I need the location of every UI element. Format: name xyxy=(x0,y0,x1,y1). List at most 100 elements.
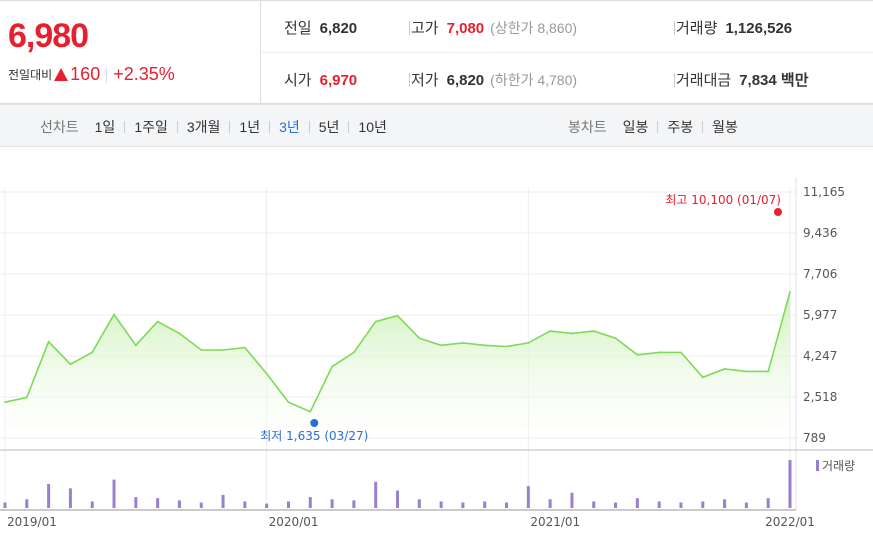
x-tick-label: 2019/01 xyxy=(7,515,57,529)
period-tab-6[interactable]: 10년 xyxy=(358,119,387,135)
open-label: 시가 xyxy=(284,72,312,89)
volume-bar xyxy=(199,502,203,508)
volume-bar xyxy=(788,460,792,508)
x-tick-label: 2022/01 xyxy=(765,515,815,529)
y-tick-label: 7,706 xyxy=(803,267,837,281)
volume-bar xyxy=(265,503,269,508)
low-annotation: 최저 1,635 (03/27) xyxy=(260,429,368,443)
stat-divider xyxy=(409,21,410,35)
stat-row-2: 시가 6,970 저가 6,820 (하한가 4,780) 거래대금 7,834… xyxy=(261,53,873,105)
toolbar-divider xyxy=(308,121,310,133)
volume-bar xyxy=(47,484,51,508)
x-tick-label: 2020/01 xyxy=(269,515,319,529)
prev-close-value: 6,820 xyxy=(319,20,358,37)
price-point xyxy=(418,337,421,339)
price-point xyxy=(222,349,224,351)
volume-bar xyxy=(396,490,399,508)
candle-tab-2[interactable]: 월봉 xyxy=(712,119,738,135)
y-tick-label: 9,436 xyxy=(803,226,837,240)
volume-bar xyxy=(635,498,639,508)
volume-bar xyxy=(439,501,443,508)
chart-grid xyxy=(0,178,873,511)
stat-open: 시가 6,970 xyxy=(284,69,357,90)
price-point xyxy=(483,344,486,347)
volume-bar xyxy=(134,497,138,508)
prev-close-label: 전일 xyxy=(284,20,312,37)
period-tab-2[interactable]: 3개월 xyxy=(186,119,221,135)
price-point xyxy=(47,340,50,343)
high-marker xyxy=(774,208,782,216)
price-point xyxy=(527,342,530,344)
volume-bar xyxy=(723,499,727,508)
volume-bar xyxy=(330,499,334,508)
open-value: 6,970 xyxy=(319,72,358,89)
volume-legend-label: 거래량 xyxy=(822,459,855,473)
price-point xyxy=(156,320,159,323)
toolbar-divider xyxy=(269,121,271,133)
price-point xyxy=(178,332,181,335)
volume-bar xyxy=(679,502,683,508)
toolbar-divider xyxy=(348,121,350,133)
toolbar-divider xyxy=(176,121,178,133)
volume-bar xyxy=(483,501,487,508)
volume-bar xyxy=(352,500,356,508)
price-point xyxy=(244,346,246,349)
volume-legend-swatch xyxy=(816,460,819,471)
period-tab-4[interactable]: 3년 xyxy=(279,119,300,135)
volume-bar xyxy=(417,499,421,508)
stat-grid: 전일 6,820 고가 7,080 (상한가 8,860) 거래량 1,126,… xyxy=(261,1,873,105)
volume-bar xyxy=(112,479,116,508)
volume-label: 거래량 xyxy=(676,20,718,37)
volume-value: 1,126,526 xyxy=(725,20,793,37)
volume-bar xyxy=(526,486,530,508)
y-tick-label: 4,247 xyxy=(803,349,837,363)
price-point xyxy=(505,345,508,348)
candle-tab-0[interactable]: 일봉 xyxy=(622,119,649,135)
toolbar-divider xyxy=(124,121,126,133)
period-tab-1[interactable]: 1주일 xyxy=(134,119,168,135)
volume-bar xyxy=(90,501,94,508)
period-tab-5[interactable]: 5년 xyxy=(318,119,340,135)
candle-tab-1[interactable]: 주봉 xyxy=(667,119,694,135)
volume-bar xyxy=(308,497,312,508)
volume-bar xyxy=(68,488,72,508)
price-point xyxy=(440,344,442,347)
stat-divider xyxy=(674,73,675,87)
volume-bar xyxy=(286,501,290,508)
price-point xyxy=(374,320,377,323)
line-chart-title: 선차트 xyxy=(40,119,79,135)
price-point xyxy=(26,396,28,399)
price-point xyxy=(636,353,639,356)
price-point xyxy=(331,365,333,368)
line-chart-periods: 선차트 1일 1주일 3개월 1년 3년 5년 10년 xyxy=(40,117,389,137)
price-box: 6,980 전일대비 160 +2.35% xyxy=(0,1,261,105)
x-axis: 2019/01 2020/01 2021/01 2022/01 xyxy=(7,515,815,529)
candle-chart-title: 봉차트 xyxy=(568,119,607,135)
volume-bar xyxy=(374,481,378,508)
volume-bar xyxy=(25,499,29,508)
y-tick-label: 11,165 xyxy=(803,185,845,199)
price-point xyxy=(135,344,137,347)
volume-bars: 거래량 xyxy=(3,459,855,508)
x-tick-label: 2021/01 xyxy=(530,515,580,529)
period-tab-3[interactable]: 1년 xyxy=(239,119,261,135)
price-point xyxy=(287,401,290,403)
volume-bar xyxy=(243,501,247,508)
price-point xyxy=(592,330,595,332)
price-point xyxy=(113,313,115,316)
y-tick-label: 789 xyxy=(803,431,826,445)
price-point xyxy=(200,349,203,351)
volume-bar xyxy=(505,502,509,508)
toolbar-divider xyxy=(229,121,231,133)
change-row: 전일대비 160 +2.35% xyxy=(8,64,175,85)
volume-bar xyxy=(570,492,574,508)
period-tab-0[interactable]: 1일 xyxy=(94,119,116,135)
trade-value-label: 거래대금 xyxy=(676,72,732,89)
volume-bar xyxy=(592,501,596,508)
trade-value: 7,834 백만 xyxy=(739,72,809,89)
stat-prev-close: 전일 6,820 xyxy=(284,17,357,38)
volume-bar xyxy=(3,502,7,508)
price-point xyxy=(462,342,464,344)
price-point xyxy=(701,376,704,379)
volume-bar xyxy=(461,502,465,508)
